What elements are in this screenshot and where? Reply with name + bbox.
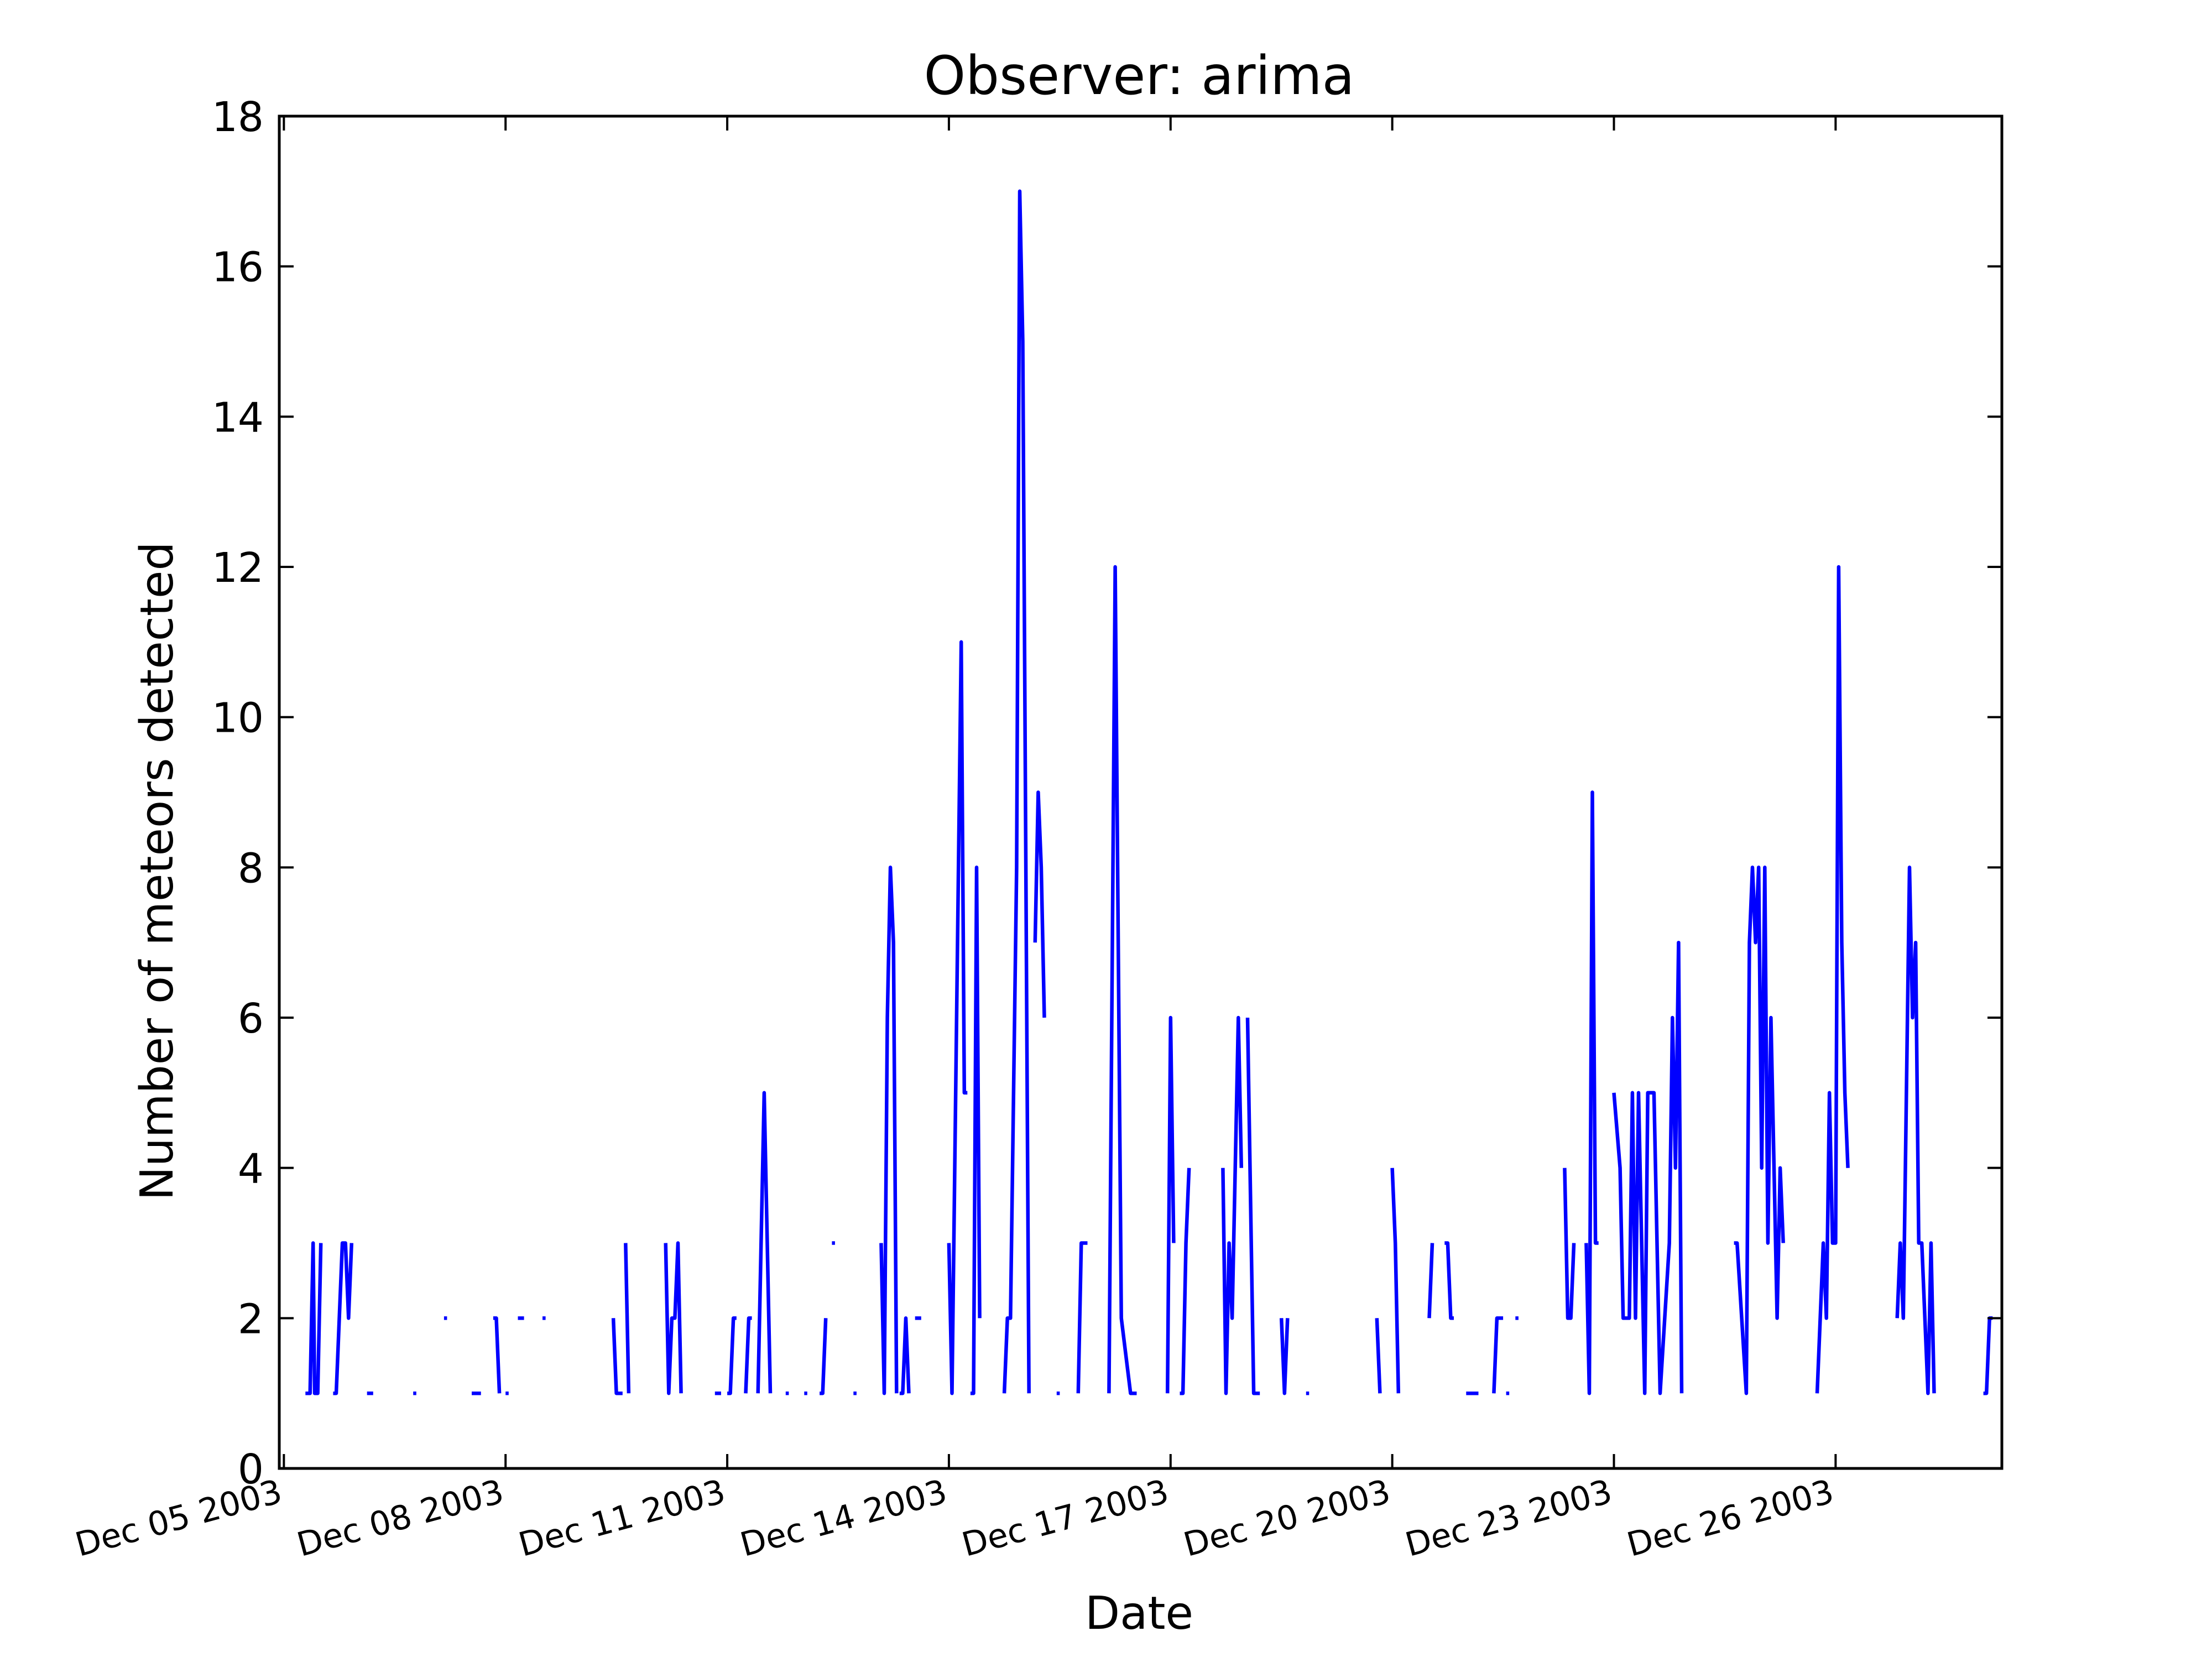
series-line-segment [1895,866,1936,1395]
series-line-segment [305,1241,323,1395]
y-tick-label: 18 [212,93,264,141]
series-line-segment [744,1316,752,1394]
y-tick-label: 8 [238,845,264,892]
series-line-segment [1563,1168,1576,1320]
series-line-segment [1492,1316,1504,1394]
series-line-segment [1734,866,1785,1395]
series-line-segment [1815,565,1850,1394]
series-line-segment [1033,790,1046,1018]
y-tick-label: 14 [212,394,264,441]
y-tick-label: 16 [212,244,264,291]
series-line-segment [1427,1243,1434,1319]
series-line-segment [947,640,968,1395]
series-line-segment [333,1241,354,1395]
series-line-segment [1165,1015,1176,1394]
series-line-segment [879,866,899,1395]
y-axis-label: Number of meteors detected [131,541,184,1200]
series-line-segment [970,866,982,1395]
y-tick-label: 6 [238,995,264,1043]
series-line-segment [1279,1318,1290,1395]
y-tick-label: 0 [238,1446,264,1493]
series-line-segment [1390,1168,1401,1394]
series-line-segment [1180,1168,1191,1395]
chart-title: Observer: arima [924,45,1355,107]
series-line-segment [624,1243,631,1394]
series-line-segment [1584,790,1599,1395]
series-line-segment [1444,1241,1454,1320]
series-line-segment [899,1316,911,1395]
series-line-segment [1375,1318,1382,1394]
x-axis-label: Date [1085,1587,1193,1640]
y-tick-label: 12 [212,544,264,592]
series-line-segment [493,1316,502,1394]
y-tick-label: 2 [238,1295,264,1343]
series-line-segment [1612,940,1684,1395]
series-line-segment [756,1091,773,1394]
series-line-segment [1107,565,1137,1395]
series-line-segment [664,1241,683,1395]
series-line-segment [1245,1017,1260,1395]
series-line-segment [1076,1241,1088,1394]
series-line-segment [1221,1015,1244,1395]
y-tick-label: 4 [238,1145,264,1193]
y-tick-label: 10 [212,695,264,742]
series-line-segment [611,1318,623,1395]
series-line-segment [820,1318,828,1395]
series-line-segment [1002,189,1031,1394]
plot-frame [278,114,2004,1470]
series-line-segment [727,1316,737,1395]
